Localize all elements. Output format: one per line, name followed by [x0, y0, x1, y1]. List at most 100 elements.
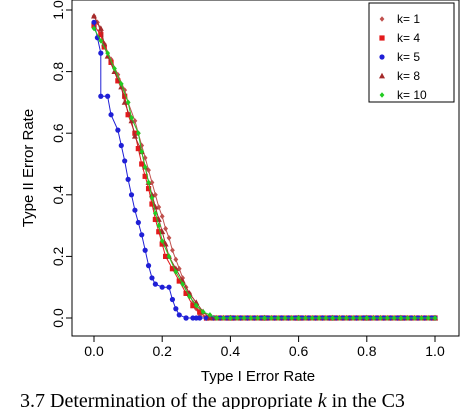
tail-point	[262, 315, 267, 321]
data-point	[122, 87, 128, 93]
x-tick-label: 0.6	[289, 343, 309, 359]
data-point	[91, 25, 97, 32]
data-point	[139, 232, 145, 238]
x-tick-label: 0.8	[357, 343, 377, 359]
data-point	[108, 59, 114, 65]
data-point	[166, 235, 172, 241]
tail-point	[405, 315, 411, 321]
legend-marker	[379, 54, 385, 60]
data-point	[108, 112, 114, 118]
tail-point	[234, 315, 240, 321]
data-point	[91, 22, 97, 28]
data-point	[166, 284, 172, 290]
data-point	[125, 176, 131, 182]
data-point	[163, 225, 169, 232]
y-tick-label: 0.2	[50, 246, 66, 266]
x-tick-label: 0.4	[221, 343, 241, 359]
data-point	[97, 25, 104, 31]
data-point	[142, 164, 148, 170]
legend-label: k= 8	[397, 69, 420, 83]
x-tick-label: 1.0	[425, 343, 445, 359]
data-point	[152, 216, 158, 223]
legend-marker	[379, 72, 385, 79]
y-tick-label: 0.0	[50, 308, 66, 328]
legend-marker	[379, 16, 385, 22]
data-point	[98, 50, 104, 56]
figure-caption: 3.7 Determination of the appropriate k i…	[0, 393, 474, 409]
tail-point	[343, 315, 349, 321]
tail-point	[371, 315, 377, 321]
legend: k= 1 k= 4 k= 5 k= 8 k= 10	[368, 2, 455, 103]
data-point	[105, 50, 111, 56]
data-point	[139, 161, 145, 167]
tail-point	[432, 315, 438, 321]
tail-point	[275, 315, 281, 321]
tail-point	[350, 315, 356, 321]
legend-marker	[379, 35, 385, 41]
data-point	[142, 173, 148, 179]
caption-text-after: in the C3	[326, 393, 405, 409]
data-point	[159, 238, 165, 244]
data-point	[163, 253, 169, 259]
data-point	[152, 192, 158, 198]
tail-point	[391, 315, 397, 321]
data-point	[169, 266, 176, 272]
data-point	[115, 71, 121, 78]
caption-k-symbol: k	[317, 393, 327, 409]
series-layer	[91, 12, 438, 321]
legend-label: k= 1	[397, 12, 420, 26]
y-tick-label: 0.4	[50, 185, 66, 205]
caption-text-before: 3.7 Determination of the appropriate	[20, 393, 318, 409]
data-point	[159, 241, 165, 247]
data-point	[156, 204, 162, 210]
data-point	[118, 81, 124, 87]
legend-label: k= 10	[397, 88, 427, 102]
data-point	[98, 28, 104, 35]
data-point	[132, 207, 138, 213]
x-tick-label: 0.2	[152, 343, 172, 359]
tail-point	[255, 315, 261, 321]
data-point	[148, 191, 155, 198]
data-point	[200, 309, 206, 315]
data-point	[135, 130, 141, 136]
data-point	[173, 306, 179, 312]
x-axis-title: Type I Error Rate	[201, 368, 315, 385]
data-point	[176, 312, 182, 318]
data-point	[180, 281, 186, 287]
data-point	[207, 312, 213, 318]
roc-chart: 0.0 0.2 0.4 0.6 0.8 1.0 0.0 0.2 0.4 0.6 0.8 1.0 Ty…	[20, 0, 460, 385]
data-point	[156, 229, 162, 235]
data-point	[142, 247, 148, 253]
y-tick-label: 0.8	[50, 62, 66, 82]
data-point	[173, 256, 179, 263]
data-point	[105, 93, 111, 99]
data-point	[145, 186, 152, 192]
data-point	[112, 65, 117, 72]
y-tick-label: 1.0	[50, 0, 66, 20]
data-point	[98, 38, 104, 44]
data-point	[125, 112, 131, 118]
x-axis: 0.0 0.2 0.4 0.6 0.8 1.0	[84, 336, 445, 359]
y-axis-title: Type II Error Rate	[20, 109, 37, 227]
plot-frame	[71, 0, 460, 337]
series-4	[91, 25, 438, 321]
data-point	[91, 19, 97, 25]
legend-label: k= 5	[397, 50, 420, 64]
data-point	[129, 115, 134, 121]
data-point	[128, 192, 135, 198]
tail-point	[190, 315, 196, 321]
tail-point	[398, 315, 404, 321]
data-point	[115, 127, 121, 133]
data-point	[193, 302, 199, 309]
data-point	[183, 290, 189, 296]
legend-label: k= 4	[397, 31, 420, 45]
data-point	[145, 263, 152, 269]
data-point	[149, 201, 155, 207]
data-point	[149, 275, 155, 281]
legend-marker	[379, 92, 385, 98]
tail-point	[296, 315, 301, 321]
tail-point	[221, 315, 226, 321]
tail-point	[357, 315, 363, 321]
data-point	[159, 284, 165, 290]
data-point	[115, 78, 121, 84]
